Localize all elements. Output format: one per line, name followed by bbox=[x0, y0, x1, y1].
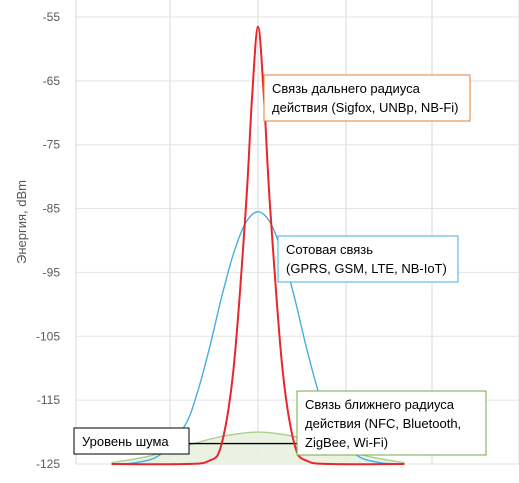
annotations: Связь дальнего радиуса действия (Sigfox, … bbox=[73, 74, 487, 456]
y-tick-label: -85 bbox=[43, 202, 61, 216]
series-line-long-range bbox=[111, 25, 405, 466]
annotation-short-range: Связь ближнего радиуса действия (NFC, Blu… bbox=[296, 390, 487, 456]
annotation-text: действия (NFC, Bluetooth, bbox=[305, 416, 461, 431]
annotation-text: Связь ближнего радиуса bbox=[305, 397, 455, 412]
series-fills bbox=[111, 432, 405, 464]
annotation-cellular: Сотовая связь (GPRS, GSM, LTE, NB-IoT) bbox=[277, 235, 459, 283]
annotation-box bbox=[263, 74, 471, 122]
annotation-box bbox=[296, 390, 487, 456]
y-axis-title: Энергия, dBm bbox=[14, 180, 29, 264]
annotation-box bbox=[277, 235, 459, 283]
annotation-text: Сотовая связь bbox=[286, 242, 373, 257]
y-tick-label: -105 bbox=[36, 329, 60, 343]
y-tick-label: -95 bbox=[43, 265, 61, 279]
y-tick-label: -75 bbox=[43, 138, 61, 152]
annotation-box bbox=[73, 427, 190, 455]
annotation-text: Уровень шума bbox=[82, 434, 169, 449]
annotation-long-range: Связь дальнего радиуса действия (Sigfox, … bbox=[263, 74, 471, 122]
annotation-text: действия (Sigfox, UNBp, NB-Fi) bbox=[272, 100, 458, 115]
y-tick-label: -115 bbox=[37, 393, 60, 407]
y-tick-label: -65 bbox=[43, 74, 61, 88]
y-tick-labels: -55 -65 -75 -85 -95 -105 -115 -125 bbox=[36, 10, 60, 471]
annotation-text: (GPRS, GSM, LTE, NB-IoT) bbox=[286, 261, 447, 276]
annotation-text: Связь дальнего радиуса bbox=[272, 81, 421, 96]
annotation-text: ZigBee, Wi-Fi) bbox=[305, 435, 388, 450]
series-area-short-range bbox=[111, 432, 405, 464]
y-tick-label: -125 bbox=[36, 457, 60, 471]
annotation-noise-level: Уровень шума bbox=[73, 427, 190, 455]
y-tick-label: -55 bbox=[43, 10, 61, 24]
